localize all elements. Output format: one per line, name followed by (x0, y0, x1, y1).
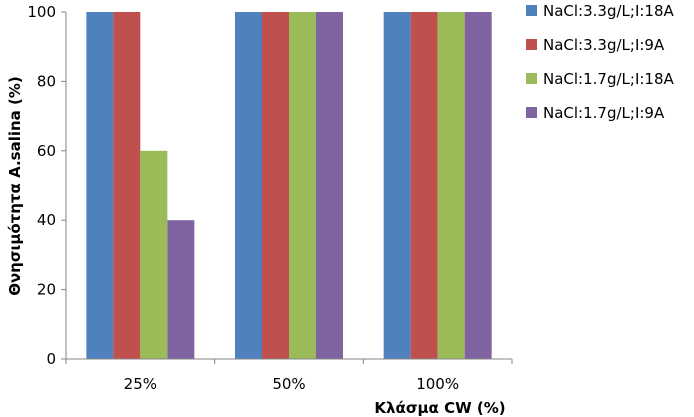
bar-2-25% (113, 12, 141, 359)
x-axis: 25% 50% 100% (65, 358, 513, 393)
bar-1-100% (383, 12, 411, 359)
bar-4-100% (464, 12, 492, 359)
legend-item: NaCl:1.7g/L;I:9A (526, 104, 665, 122)
legend-item: NaCl:3.3g/L;I:18A (526, 2, 675, 20)
legend-swatch (526, 107, 537, 118)
bar-1-25% (86, 12, 114, 359)
y-tick-label: 60 (37, 142, 56, 160)
x-tick-label: 100% (416, 375, 459, 393)
legend: NaCl:3.3g/L;I:18A NaCl:3.3g/L;I:9A NaCl:1.… (526, 2, 675, 122)
legend-item: NaCl:3.3g/L;I:9A (526, 36, 665, 54)
bar-2-100% (410, 12, 438, 359)
y-tick-label: 80 (37, 72, 56, 90)
legend-label: NaCl:3.3g/L;I:18A (543, 2, 675, 20)
bar-3-50% (289, 12, 316, 359)
legend-item: NaCl:1.7g/L;I:18A (526, 70, 675, 88)
legend-label: NaCl:1.7g/L;I:18A (543, 70, 675, 88)
legend-swatch (526, 39, 537, 50)
bar-3-25% (140, 150, 168, 359)
y-axis-title: Θνησιμότητα A.salina (%) (6, 76, 24, 296)
y-tick-label: 20 (37, 281, 56, 299)
bar-3-100% (437, 12, 465, 359)
bar-1-50% (235, 12, 262, 359)
legend-label: NaCl:3.3g/L;I:9A (543, 36, 665, 54)
legend-swatch (526, 73, 537, 84)
x-tick-label: 50% (272, 375, 305, 393)
legend-swatch (526, 5, 537, 16)
bar-2-50% (262, 12, 289, 359)
y-axis: 0 20 40 60 80 100 (27, 3, 67, 368)
bar-4-25% (167, 220, 195, 359)
y-tick-label: 40 (37, 211, 56, 229)
x-tick-label: 25% (124, 375, 157, 393)
x-axis-title: Κλάσμα CW (%) (374, 399, 505, 417)
y-tick-label: 100 (27, 3, 56, 21)
bars (86, 12, 492, 359)
legend-label: NaCl:1.7g/L;I:9A (543, 104, 665, 122)
y-tick-label: 0 (46, 350, 56, 368)
bar-4-50% (316, 12, 343, 359)
